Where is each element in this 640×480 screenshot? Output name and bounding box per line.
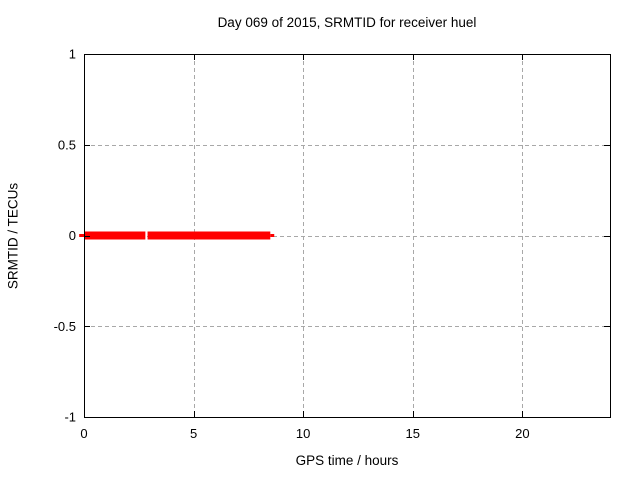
y-axis-label: SRMTID / TECUs bbox=[5, 182, 21, 290]
tick-label: 0.5 bbox=[58, 137, 76, 152]
tick-label: 10 bbox=[296, 426, 310, 441]
tick-label: 15 bbox=[406, 426, 420, 441]
tick-label: -0.5 bbox=[54, 319, 76, 334]
axis-ticks bbox=[84, 54, 610, 418]
tick-label: 20 bbox=[515, 426, 529, 441]
tick-label: 0 bbox=[69, 228, 76, 243]
x-tick-labels: 0 5 10 15 20 bbox=[80, 426, 529, 441]
y-tick-labels: -1 -0.5 0 0.5 1 bbox=[54, 47, 76, 425]
tick-label: 0 bbox=[80, 426, 87, 441]
x-axis-label: GPS time / hours bbox=[295, 453, 399, 468]
tick-label: -1 bbox=[64, 410, 76, 425]
chart-title: Day 069 of 2015, SRMTID for receiver hue… bbox=[217, 15, 477, 30]
tick-label: 5 bbox=[190, 426, 197, 441]
tick-label: 1 bbox=[69, 47, 76, 62]
